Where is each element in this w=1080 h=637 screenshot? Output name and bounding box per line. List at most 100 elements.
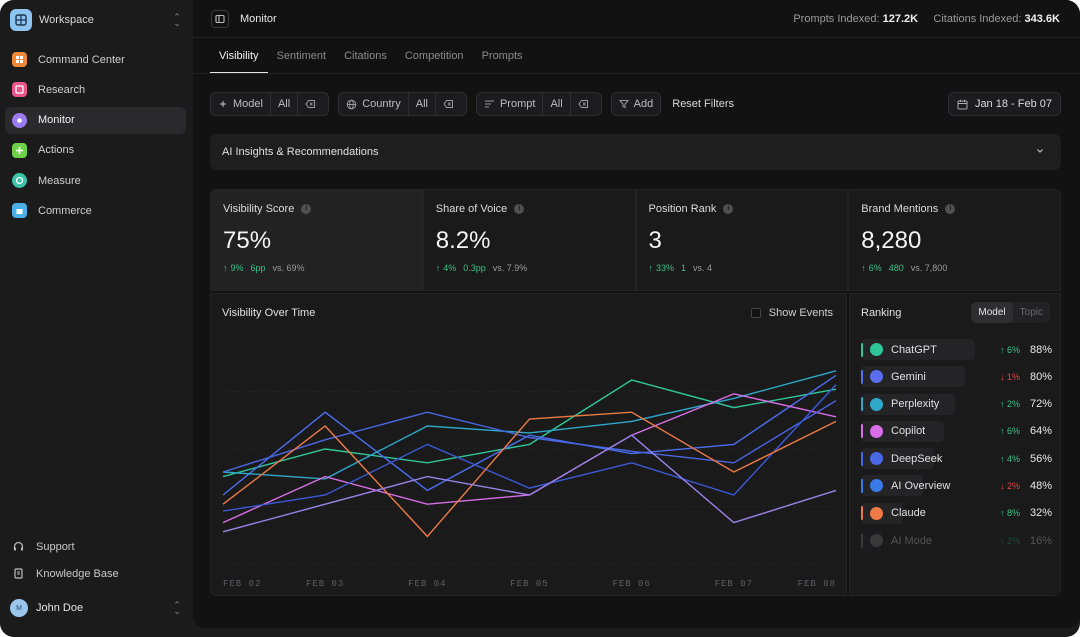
- citations-indexed-value: 343.6K: [1024, 13, 1060, 25]
- ranking-row-chatgpt[interactable]: ChatGPT ↑ 6% 88%: [861, 339, 1052, 360]
- page-title: Monitor: [240, 13, 277, 25]
- sidebar-item-measure[interactable]: Measure: [5, 167, 186, 194]
- copilot-logo-icon: [870, 424, 883, 438]
- country-filter-button[interactable]: Country: [339, 93, 409, 115]
- kpi-label-text: Visibility Score: [223, 203, 295, 215]
- info-icon[interactable]: i: [723, 204, 734, 214]
- tab-competition[interactable]: Competition: [404, 50, 464, 62]
- segment-model[interactable]: Model: [971, 302, 1013, 323]
- chevron-up-down-icon: ⌃ ⌄: [173, 12, 181, 28]
- visibility-line-chart[interactable]: FEB 02 FEB 03 FEB 04 FEB 05 FEB 06 FEB 07 FEB …: [211, 324, 848, 594]
- research-icon: [12, 82, 27, 98]
- ranking-color-stripe: [861, 424, 863, 439]
- series-line-ai-overview[interactable]: [222, 384, 837, 512]
- kpi-label-text: Position Rank: [648, 203, 717, 215]
- model-filter-value[interactable]: All: [271, 93, 299, 115]
- add-filter-button[interactable]: Add: [612, 93, 661, 115]
- sidebar-item-label: Commerce: [38, 204, 92, 217]
- model-filter: Model All: [210, 92, 330, 116]
- kpi-row: Visibility Score i 75% ↑ 9% 6pp vs. 69% Sh…: [210, 189, 1061, 291]
- date-range-value: Jan 18 - Feb 07: [974, 98, 1052, 110]
- user-menu[interactable]: M John Doe ⌃ ⌄: [10, 597, 182, 619]
- series-line-deepseek[interactable]: [222, 400, 837, 473]
- clear-icon: [305, 100, 316, 108]
- kpi-label-text: Share of Voice: [435, 203, 508, 215]
- clear-icon: [578, 100, 588, 108]
- kpi-card-position-rank[interactable]: Position Rank i 3 ↑ 33% 1 vs. 4: [635, 189, 849, 291]
- model-filter-clear[interactable]: [298, 93, 328, 115]
- tab-bar: Visibility Sentiment Citations Competiti…: [210, 38, 532, 74]
- sidebar-item-commerce[interactable]: Commerce: [5, 197, 186, 224]
- info-icon[interactable]: i: [301, 204, 312, 214]
- ranking-delta: ↑ 4%: [1000, 453, 1021, 464]
- kpi-delta: 33%: [656, 263, 675, 273]
- prompt-filter-clear[interactable]: [571, 93, 601, 115]
- info-icon[interactable]: i: [514, 204, 525, 214]
- kpi-card-share-of-voice[interactable]: Share of Voice i 8.2% ↑ 4% 0.3pp vs. 7.9%: [422, 189, 636, 291]
- reset-filters-button[interactable]: Reset Filters: [672, 98, 734, 110]
- ranking-row-claude[interactable]: Claude ↑ 8% 32%: [861, 502, 1052, 524]
- kpi-label: Visibility Score i: [223, 203, 410, 215]
- ranking-delta: ↑ 6%: [1000, 426, 1021, 437]
- series-line-ai-mode[interactable]: [222, 434, 837, 533]
- series-line-gemini[interactable]: [222, 374, 837, 496]
- series-line-claude[interactable]: [222, 411, 837, 538]
- sidebar-toggle-icon[interactable]: [211, 10, 229, 28]
- kpi-value: 75%: [223, 227, 272, 254]
- country-filter-clear[interactable]: [436, 93, 466, 115]
- sidebar-item-research[interactable]: Research: [5, 76, 186, 103]
- ranking-row-gemini[interactable]: Gemini ↓ 1% 80%: [861, 366, 1052, 388]
- tab-visibility[interactable]: Visibility: [210, 38, 268, 74]
- insights-accordion[interactable]: AI Insights & Recommendations: [210, 134, 1061, 170]
- date-range-picker[interactable]: Jan 18 - Feb 07: [947, 92, 1061, 116]
- ranking-bar: [861, 530, 882, 552]
- avatar: M: [10, 599, 28, 617]
- ranking-card: Ranking Model Topic ChatGPT ↑ 6% 88% Gemini…: [849, 293, 1061, 596]
- sidebar-item-knowledge-base[interactable]: Knowledge Base: [5, 560, 186, 587]
- ranking-row-perplexity[interactable]: Perplexity ↑ 2% 72%: [861, 393, 1052, 415]
- model-filter-button[interactable]: Model: [211, 93, 271, 115]
- ranking-name: Gemini: [891, 370, 926, 383]
- ranking-bar: [861, 366, 965, 388]
- ranking-color-stripe: [861, 478, 863, 493]
- country-filter-value[interactable]: All: [409, 93, 436, 115]
- segment-topic[interactable]: Topic: [1019, 307, 1043, 318]
- series-line-chatgpt[interactable]: [222, 379, 837, 478]
- ranking-row-deepseek[interactable]: DeepSeek ↑ 4% 56%: [861, 448, 1052, 470]
- prompt-list-icon: [484, 100, 494, 108]
- kpi-pp: 0.3pp: [463, 263, 486, 273]
- main-panel: Monitor Prompts Indexed: 127.2K Citation…: [193, 0, 1080, 628]
- ranking-value: 16%: [1030, 534, 1053, 547]
- kpi-card-visibility-score[interactable]: Visibility Score i 75% ↑ 9% 6pp vs. 69%: [210, 189, 423, 291]
- sidebar-item-support[interactable]: Support: [5, 533, 186, 560]
- support-label: Support: [36, 540, 75, 553]
- tab-prompts[interactable]: Prompts: [481, 50, 523, 62]
- sidebar-item-command-center[interactable]: Command Center: [5, 46, 186, 73]
- tab-divider: [193, 73, 1080, 74]
- kpi-card-brand-mentions[interactable]: Brand Mentions i 8,280 ↑ 6% 480 vs. 7,800: [848, 189, 1061, 291]
- ranking-row-ai-overview[interactable]: AI Overview ↓ 2% 48%: [861, 475, 1052, 497]
- ranking-row-copilot[interactable]: Copilot ↑ 6% 64%: [861, 420, 1053, 442]
- tab-citations[interactable]: Citations: [344, 50, 387, 62]
- prompt-filter-value[interactable]: All: [543, 93, 571, 115]
- sidebar-item-actions[interactable]: Actions: [5, 137, 186, 164]
- tab-sentiment[interactable]: Sentiment: [276, 50, 327, 62]
- sidebar-item-monitor[interactable]: Monitor: [5, 106, 186, 134]
- chevron-up-down-icon: ⌃ ⌄: [173, 600, 181, 616]
- ranking-color-stripe: [861, 342, 863, 357]
- ranking-row-ai-mode[interactable]: AI Mode ↑ 2% 16%: [861, 530, 1053, 552]
- user-name: John Doe: [36, 602, 84, 614]
- workspace-switcher[interactable]: Workspace ⌃ ⌄: [10, 8, 182, 32]
- insights-title: AI Insights & Recommendations: [222, 146, 379, 158]
- ranking-value: 64%: [1030, 425, 1053, 438]
- chart-title: Visibility Over Time: [222, 307, 316, 319]
- kpi-label: Position Rank i: [649, 203, 836, 215]
- prompt-filter-button[interactable]: Prompt: [477, 93, 544, 115]
- info-icon[interactable]: i: [945, 204, 956, 214]
- series-line-perplexity[interactable]: [222, 370, 837, 480]
- series-line-copilot[interactable]: [222, 393, 837, 524]
- show-events-toggle[interactable]: Show Events: [750, 307, 833, 319]
- ranking-list: ChatGPT ↑ 6% 88% Gemini ↓ 1% 80% Perplexity ↑ 2…: [861, 339, 1052, 557]
- show-events-checkbox[interactable]: [750, 308, 761, 318]
- country-filter: Country All: [338, 92, 467, 116]
